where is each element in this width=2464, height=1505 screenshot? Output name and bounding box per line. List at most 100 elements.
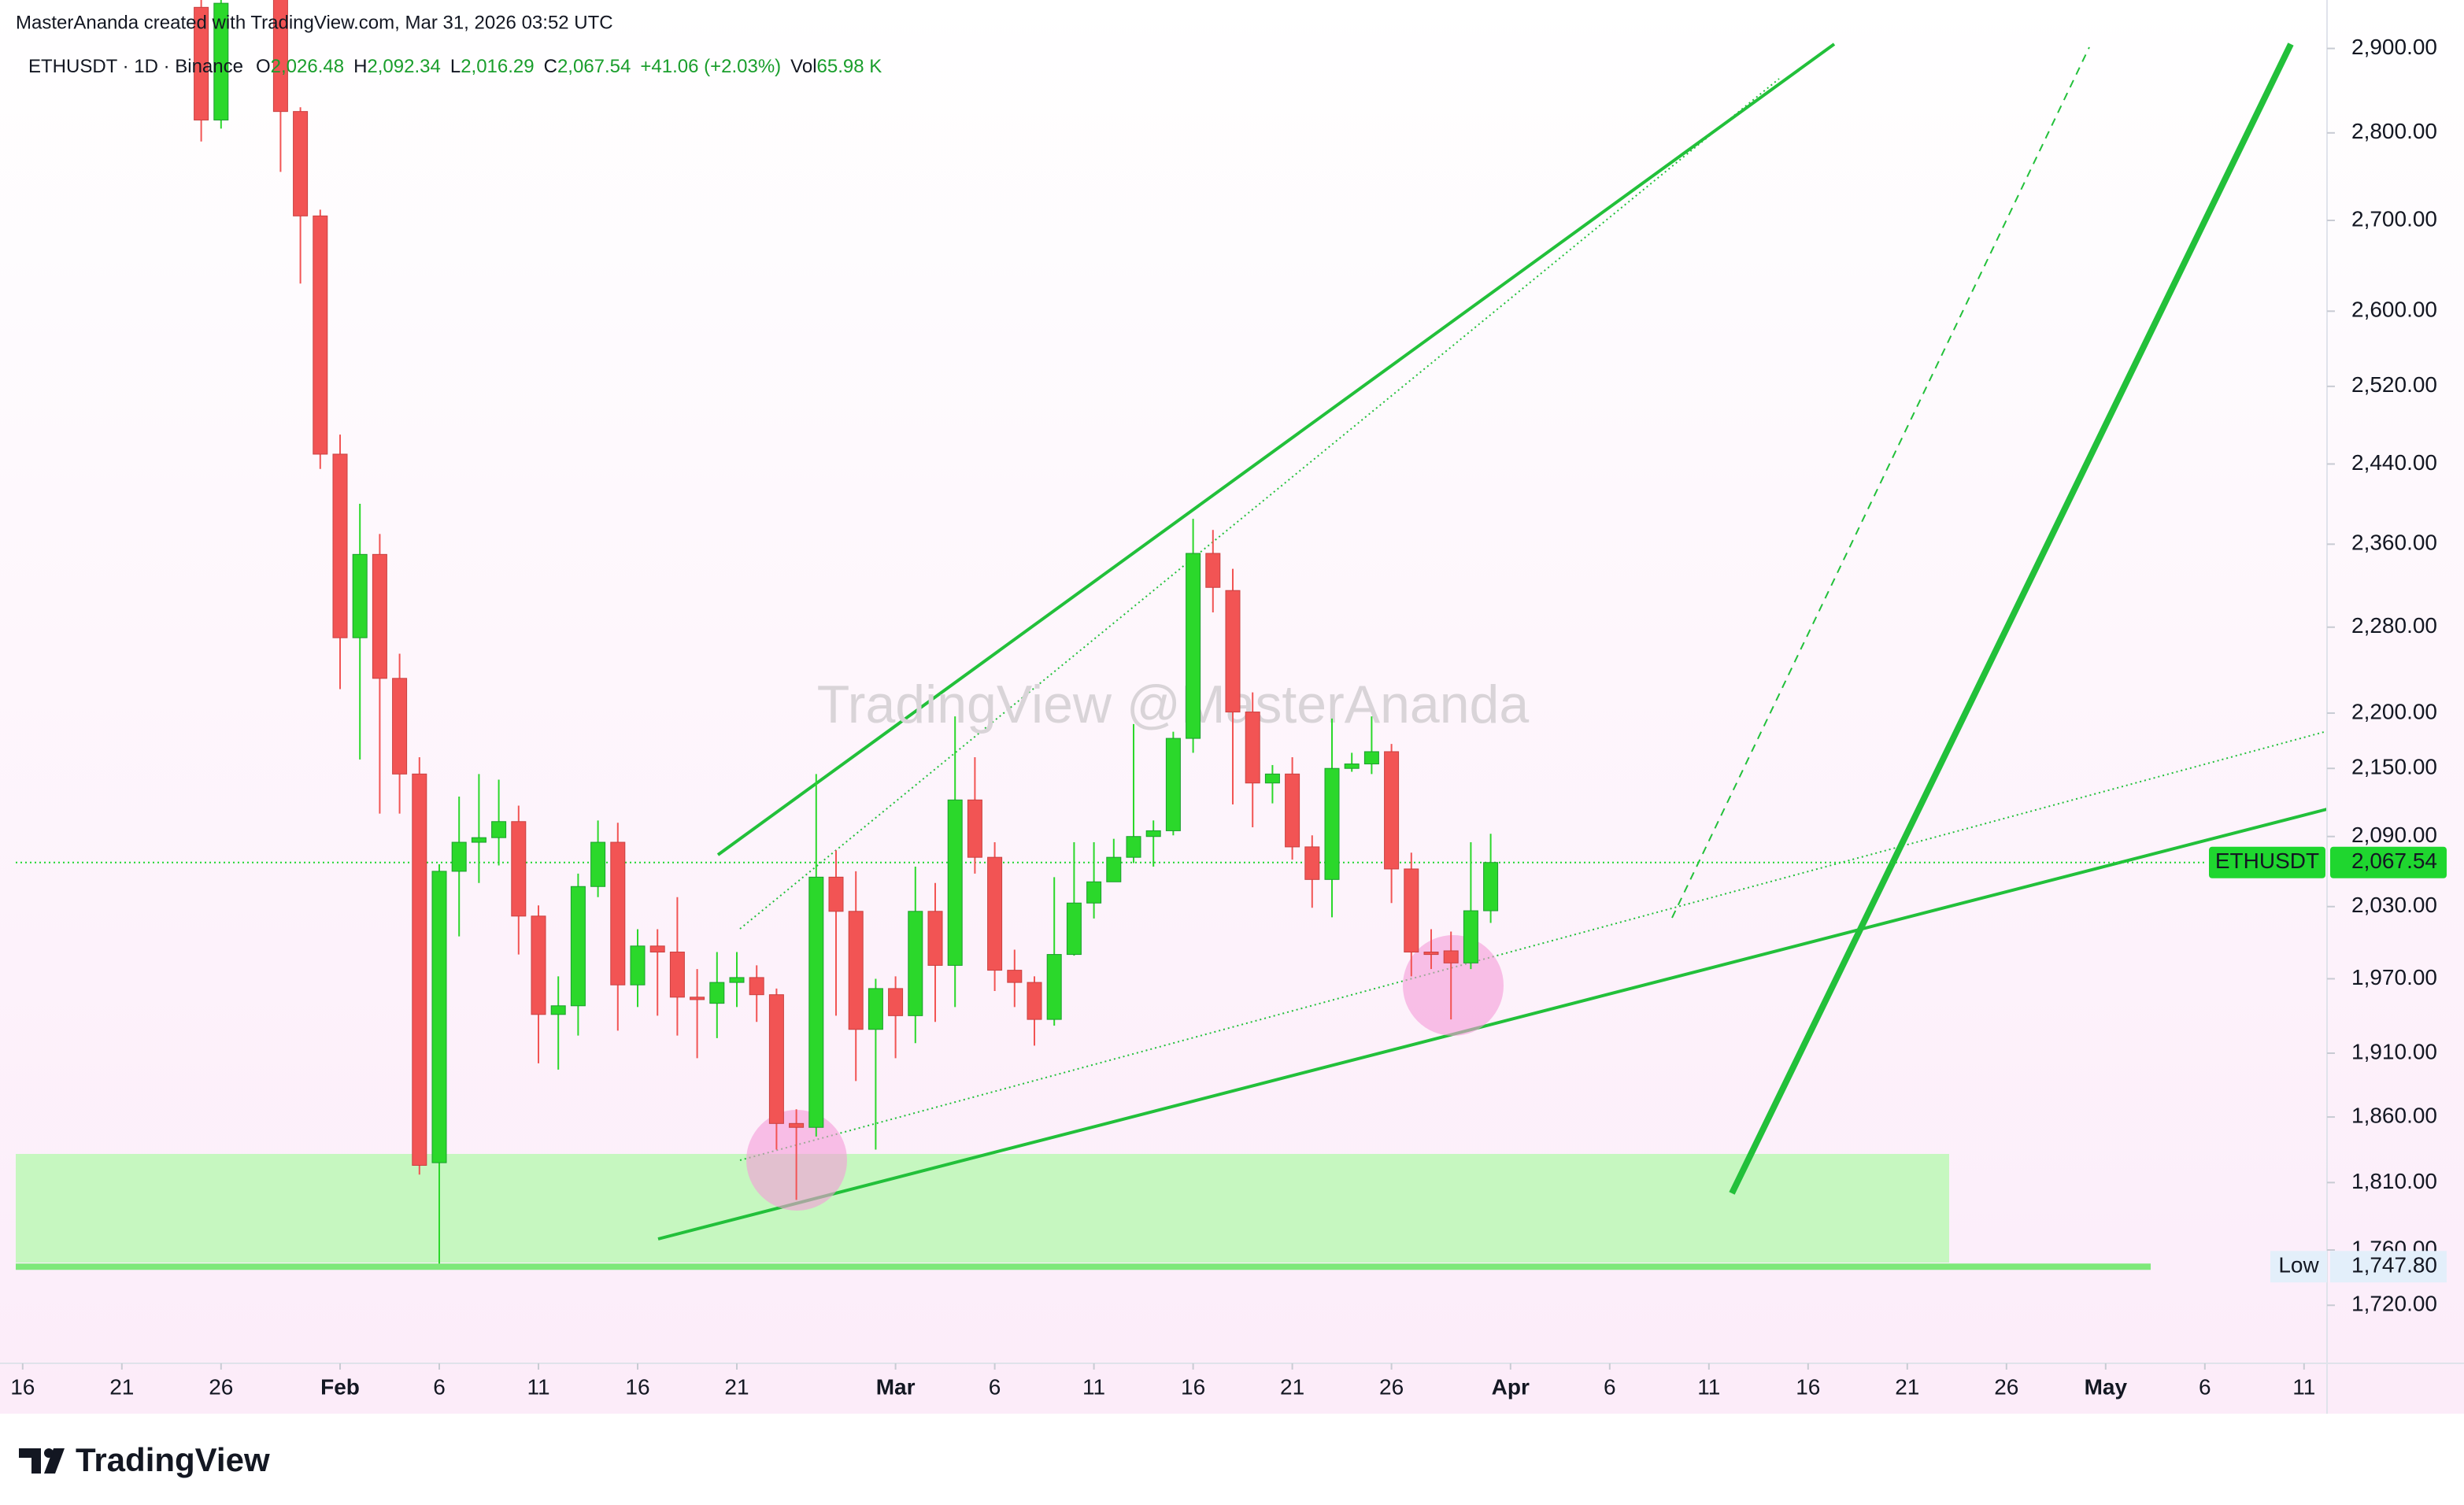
watermark: TradingView @MasterAnanda (817, 675, 1530, 734)
legend-value: 2,016.29 (461, 56, 534, 77)
candle-body (313, 215, 328, 455)
legend-key: L (450, 56, 461, 77)
candle-body (272, 0, 288, 113)
y-tick-label: 2,600.00 (2351, 298, 2437, 322)
low-value: 1,747.80 (2351, 1253, 2437, 1278)
low-name: Low (2278, 1253, 2319, 1278)
x-tick-label: 11 (2292, 1374, 2315, 1399)
candle-body (1363, 751, 1379, 765)
candle-body (1324, 767, 1340, 880)
x-tick-label: 6 (433, 1374, 446, 1399)
y-tick-label: 2,090.00 (2351, 823, 2437, 847)
thick-trendline (1729, 43, 2294, 1195)
lower-trendline (657, 808, 2328, 1241)
candle-body (927, 911, 943, 966)
dotted-trendline (739, 78, 1780, 930)
candle-body (1423, 952, 1439, 956)
candle-body (491, 821, 507, 838)
y-tick-label: 2,700.00 (2351, 206, 2437, 231)
legend: ETHUSDT · 1D · Binance O2,026.48 H2,092.34… (28, 56, 882, 77)
y-tick-label: 2,360.00 (2351, 531, 2437, 555)
candle-body (669, 952, 685, 998)
candle-body (1245, 712, 1260, 784)
candle-body (789, 1122, 805, 1128)
candle-body (690, 997, 705, 1000)
candle-body (768, 994, 784, 1124)
candle-body (1186, 553, 1201, 739)
y-tick-label: 1,910.00 (2351, 1039, 2437, 1063)
upper-trendline (716, 43, 1836, 856)
candle-body (947, 799, 963, 966)
candle-body (1344, 764, 1360, 769)
trendlines (657, 43, 2328, 1241)
brand-logo: TradingView (19, 1441, 270, 1478)
x-tick-label: May (2085, 1374, 2128, 1399)
legend-value: 2,092.34 (367, 56, 440, 77)
candle-body (550, 1005, 566, 1015)
candle-body (729, 977, 745, 983)
legend-key: H (353, 56, 367, 77)
legend-key: Vol (790, 56, 816, 77)
y-tick-label: 2,800.00 (2351, 119, 2437, 143)
candle-body (1205, 553, 1221, 588)
candle-body (471, 837, 487, 843)
candle-body (610, 841, 626, 985)
logo-icon (44, 1448, 54, 1458)
candle-body (511, 821, 527, 917)
candle-body (1285, 773, 1300, 848)
x-tick-label: 11 (527, 1374, 549, 1399)
candle-body (590, 841, 606, 887)
candle-body (392, 678, 408, 775)
candle-body (1225, 590, 1241, 713)
candle-body (451, 841, 467, 872)
candle-body (828, 876, 844, 912)
candle-body (1384, 751, 1400, 870)
y-tick-label: 1,860.00 (2351, 1103, 2437, 1127)
candle-body (888, 988, 904, 1016)
x-tick-label: 21 (1280, 1374, 1304, 1399)
x-tick-label: 21 (1895, 1374, 1919, 1399)
dashed-trendline (1671, 46, 2090, 919)
candle-body (709, 982, 725, 1004)
y-tick-label: 1,970.00 (2351, 965, 2437, 989)
brand: TradingView (76, 1441, 270, 1478)
x-tick-label: Apr (1492, 1374, 1530, 1399)
candle-body (987, 856, 1003, 971)
price-value-box (2330, 846, 2447, 878)
y-tick-label: 1,810.00 (2351, 1169, 2437, 1193)
candle-body (1106, 856, 1122, 882)
x-tick-label: 6 (1604, 1374, 1616, 1399)
y-tick-label: 2,200.00 (2351, 699, 2437, 723)
candle-body (908, 911, 923, 1016)
logo-icon (19, 1448, 65, 1474)
candle-body (1046, 954, 1062, 1020)
y-tick-label: 2,900.00 (2351, 35, 2437, 59)
x-tick-label: 26 (1994, 1374, 2018, 1399)
candle-body (649, 945, 665, 953)
x-tick-label: 21 (109, 1374, 134, 1399)
legend-key: C (544, 56, 557, 77)
price-name-box (2209, 846, 2325, 878)
candle-body (630, 945, 646, 985)
x-tick-label: 16 (1181, 1374, 1205, 1399)
x-tick-label: Feb (320, 1374, 360, 1399)
legend-value: 2,026.48 (271, 56, 344, 77)
legend-symbol: ETHUSDT · 1D · Binance (28, 56, 243, 77)
x-tick-label: 11 (1082, 1374, 1105, 1399)
candle-body (293, 111, 309, 216)
legend-value: 65.98 K (817, 56, 882, 77)
highlight-circle (1403, 935, 1504, 1036)
credit: MasterAnanda created with TradingView.co… (16, 12, 613, 33)
candle-body (570, 886, 586, 1007)
price-name: ETHUSDT (2215, 849, 2319, 873)
candle-body (194, 6, 209, 120)
candle-body (1126, 836, 1141, 858)
candle-body (749, 977, 764, 996)
candle-body (531, 915, 546, 1015)
x-tick-label: 21 (724, 1374, 749, 1399)
candle-body (848, 911, 864, 1030)
support-zone (16, 1154, 1949, 1263)
low-name-box (2270, 1251, 2327, 1283)
x-tick-label: 6 (2199, 1374, 2211, 1399)
